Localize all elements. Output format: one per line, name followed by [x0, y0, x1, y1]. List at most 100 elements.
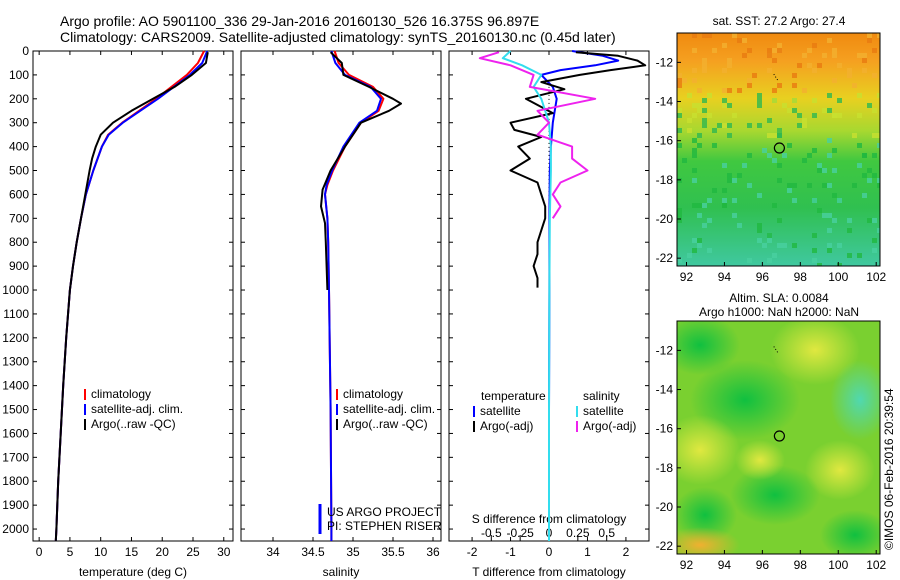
x2-tick-label: 0.5 — [598, 526, 615, 540]
map-y-tick-label: -16 — [656, 134, 674, 148]
sst-pixel — [722, 188, 727, 193]
sst-pixel — [792, 98, 797, 103]
map-y-tick-label: -20 — [656, 212, 674, 226]
sst-pixel — [857, 113, 862, 118]
argo-position-marker — [773, 430, 785, 442]
sst-pixel — [692, 68, 697, 73]
legend-label: Argo(..raw -QC) — [343, 417, 428, 431]
sst-pixel — [722, 68, 727, 73]
series-line — [478, 51, 597, 219]
x2-tick-label: -0.25 — [506, 526, 534, 540]
legend-header: salinity — [583, 389, 620, 403]
sst-pixel — [757, 103, 762, 108]
x-tick-label: 20 — [156, 545, 170, 559]
sst-pixel — [832, 53, 837, 58]
sst-pixel — [872, 218, 877, 223]
sst-pixel — [782, 103, 787, 108]
sst-pixel — [692, 78, 697, 83]
sst-pixel — [722, 198, 727, 203]
series-line — [54, 50, 209, 542]
sst-pixel — [862, 193, 867, 198]
sst-pixel — [777, 43, 782, 48]
sst-pixel — [757, 223, 762, 228]
sst-pixel — [692, 203, 697, 208]
sst-pixel — [777, 48, 782, 53]
sst-pixel — [807, 48, 812, 53]
map-x-tick-label: 92 — [680, 558, 694, 572]
sst-pixel — [692, 48, 697, 53]
map-y-tick-label: -14 — [656, 95, 674, 109]
depth-tick-label: 1300 — [2, 355, 29, 369]
float-track — [773, 346, 779, 353]
map-x-tick-label: 92 — [680, 270, 694, 284]
map-y-tick-label: -22 — [656, 539, 674, 553]
sst-pixel — [857, 143, 862, 148]
sst-pixel — [677, 113, 682, 118]
sst-pixel — [802, 88, 807, 93]
sst-pixel — [757, 98, 762, 103]
sst-pixel — [827, 138, 832, 143]
sst-pixel — [757, 238, 762, 243]
sst-pixel — [707, 218, 712, 223]
sst-pixel — [772, 58, 777, 63]
sst-pixel — [702, 63, 707, 68]
sst-pixel — [692, 148, 697, 153]
depth-tick-label: 1200 — [2, 331, 29, 345]
sst-pixel — [727, 173, 732, 178]
sst-pixel — [837, 243, 842, 248]
sst-pixel — [827, 108, 832, 113]
sst-pixel — [772, 203, 777, 208]
map-frame — [676, 32, 881, 267]
sst-pixel — [812, 258, 817, 263]
sst-pixel — [827, 93, 832, 98]
sst-pixel — [707, 113, 712, 118]
sst-pixel — [872, 133, 877, 138]
series-line — [320, 51, 402, 291]
sst-pixel — [767, 153, 772, 158]
sst-pixel — [827, 213, 832, 218]
sst-pixel — [832, 148, 837, 153]
sst-pixel — [722, 163, 727, 168]
map-x-tick-label: 96 — [756, 558, 770, 572]
sst-pixel — [767, 118, 772, 123]
sst-pixel — [847, 228, 852, 233]
temperature-panel: 0100200300400500600700800900100011001200… — [2, 44, 234, 579]
sst-pixel — [827, 248, 832, 253]
sst-pixel — [877, 133, 880, 138]
sst-pixel — [877, 183, 880, 188]
x-tick-label: 34.5 — [301, 545, 325, 559]
sst-pixel — [877, 228, 880, 233]
sst-pixel — [737, 223, 742, 228]
legend-label: Argo(..raw -QC) — [91, 417, 176, 431]
sst-pixel — [757, 228, 762, 233]
sst-pixel — [817, 63, 822, 68]
sst-pixel — [692, 153, 697, 158]
sst-pixel — [727, 133, 732, 138]
depth-tick-label: 400 — [9, 140, 29, 154]
sst-pixel — [792, 183, 797, 188]
sst-pixel — [817, 208, 822, 213]
sst-pixel — [867, 38, 872, 43]
sst-pixel — [832, 193, 837, 198]
sst-pixel — [732, 213, 737, 218]
sst-pixel — [702, 203, 707, 208]
sst-pixel — [737, 38, 742, 43]
sla-map-subtitle: Argo h1000: NaN h2000: NaN — [699, 305, 859, 319]
sst-pixel — [772, 133, 777, 138]
sst-pixel — [742, 163, 747, 168]
sst-pixel — [777, 133, 782, 138]
sst-pixel — [702, 98, 707, 103]
map-x-tick-label: 94 — [718, 270, 732, 284]
sst-pixel — [722, 88, 727, 93]
sst-pixel — [712, 48, 717, 53]
sst-pixel — [877, 143, 880, 148]
map-x-tick-label: 102 — [866, 270, 886, 284]
sst-pixel — [862, 68, 867, 73]
sst-pixel — [762, 148, 767, 153]
depth-tick-label: 1700 — [2, 450, 29, 464]
sst-pixel — [852, 183, 857, 188]
sst-pixel — [827, 38, 832, 43]
sst-pixel — [832, 48, 837, 53]
figure-title-line1: Argo profile: AO 5901100_336 29-Jan-2016… — [60, 13, 539, 29]
